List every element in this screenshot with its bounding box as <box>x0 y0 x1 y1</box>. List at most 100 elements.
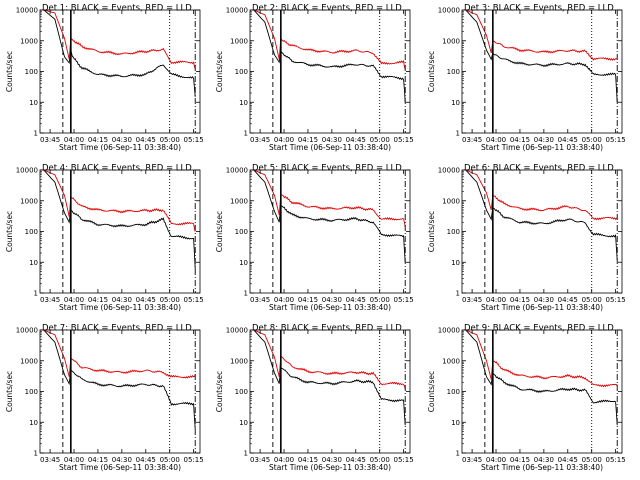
y-tick-label: 100 <box>447 68 460 76</box>
x-tick-label: 05:15 <box>184 296 204 304</box>
x-tick-label: 04:45 <box>136 296 156 304</box>
x-axis-label: Start Time (06-Sep-11 03:38:40) <box>59 303 181 312</box>
x-axis-label: Start Time (06-Sep-11 03:38:40) <box>59 463 181 472</box>
series-line-lld <box>43 329 196 379</box>
chart-panel-7: 1 10 100 1000 10000 03:45 04:00 04:15 04:30 04:45… <box>5 324 204 473</box>
y-tick-label: 100 <box>447 228 460 236</box>
y-tick-label: 1 <box>34 130 38 138</box>
series-line-events <box>253 329 406 426</box>
y-tick-label: 10000 <box>438 167 460 175</box>
x-axis-label: Start Time (06-Sep-11 03:38:40) <box>481 463 603 472</box>
series-line-lld <box>43 9 196 70</box>
x-tick-label: 05:00 <box>160 296 180 304</box>
x-tick-label: 04:15 <box>298 456 318 464</box>
x-tick-label: 05:15 <box>184 136 204 144</box>
y-tick-label: 100 <box>235 388 248 396</box>
x-tick-label: 05:15 <box>606 136 626 144</box>
x-tick-label: 05:00 <box>160 456 180 464</box>
plot-frame <box>39 329 201 454</box>
y-tick-label: 1000 <box>230 37 248 45</box>
x-tick-label: 03:45 <box>250 136 270 144</box>
series-line-events <box>253 169 406 263</box>
x-tick-label: 04:00 <box>486 136 506 144</box>
x-tick-label: 05:00 <box>582 456 602 464</box>
x-tick-label: 03:45 <box>40 296 60 304</box>
panel-title: Det 1: BLACK = Events, RED = LLD <box>42 4 192 14</box>
plot-frame <box>461 329 623 454</box>
series-line-events <box>465 169 618 260</box>
y-tick-label: 1 <box>456 130 460 138</box>
y-tick-label: 100 <box>235 68 248 76</box>
y-tick-label: 10 <box>29 259 38 267</box>
series-line-lld <box>465 9 618 61</box>
x-tick-label: 04:30 <box>534 136 554 144</box>
x-tick-label: 04:00 <box>274 296 294 304</box>
x-tick-label: 05:15 <box>394 296 414 304</box>
y-tick-label: 1000 <box>442 197 460 205</box>
y-tick-label: 10 <box>29 99 38 107</box>
y-tick-label: 1 <box>244 290 248 298</box>
y-axis-label: Counts/sec <box>215 51 224 92</box>
plot-frame <box>249 169 411 294</box>
y-tick-label: 1 <box>34 290 38 298</box>
x-tick-label: 04:45 <box>136 136 156 144</box>
x-axis-label: Start Time (06-Sep-11 03:38:40) <box>269 303 391 312</box>
y-axis-label: Counts/sec <box>5 371 14 412</box>
x-tick-label: 04:30 <box>112 456 132 464</box>
x-tick-label: 05:00 <box>160 136 180 144</box>
chart-panel-2: 1 10 100 1000 10000 03:45 04:00 04:15 04:30 04:45… <box>215 4 414 153</box>
y-tick-label: 10 <box>451 99 460 107</box>
x-tick-label: 05:00 <box>582 296 602 304</box>
series-line-events <box>253 9 406 103</box>
y-tick-label: 10 <box>239 259 248 267</box>
x-tick-label: 04:45 <box>558 456 578 464</box>
y-tick-label: 1000 <box>230 357 248 365</box>
plot-frame <box>249 329 411 454</box>
panel-title: Det 6: BLACK = Events, RED = LLD <box>464 164 614 174</box>
y-tick-label: 1000 <box>442 357 460 365</box>
x-tick-label: 04:15 <box>88 136 108 144</box>
x-tick-label: 04:15 <box>298 136 318 144</box>
x-tick-label: 03:45 <box>462 136 482 144</box>
y-tick-label: 10000 <box>226 7 248 15</box>
series-line-lld <box>253 169 406 228</box>
x-axis-label: Start Time (06-Sep-11 03:38:40) <box>481 303 603 312</box>
x-tick-label: 04:00 <box>64 136 84 144</box>
panel-title: Det 9: BLACK = Events, RED = LLD <box>464 324 614 334</box>
x-tick-label: 05:00 <box>370 136 390 144</box>
x-tick-label: 04:00 <box>486 456 506 464</box>
chart-panel-1: 1 10 100 1000 10000 03:45 04:00 04:15 04:30 04:45… <box>5 4 204 153</box>
x-tick-label: 05:15 <box>394 136 414 144</box>
plot-frame <box>39 169 201 294</box>
y-tick-label: 100 <box>25 228 38 236</box>
y-tick-label: 10 <box>451 419 460 427</box>
y-tick-label: 100 <box>25 68 38 76</box>
x-tick-label: 03:45 <box>462 296 482 304</box>
x-tick-label: 04:30 <box>534 296 554 304</box>
y-tick-label: 1 <box>34 450 38 458</box>
x-tick-label: 04:00 <box>274 456 294 464</box>
x-tick-label: 04:45 <box>136 456 156 464</box>
series-line-events <box>43 329 196 430</box>
chart-panel-5: 1 10 100 1000 10000 03:45 04:00 04:15 04:30 04:45… <box>215 164 414 313</box>
y-tick-label: 10000 <box>226 167 248 175</box>
panel-title: Det 4: BLACK = Events, RED = LLD <box>42 164 192 174</box>
chart-panel-3: 1 10 100 1000 10000 03:45 04:00 04:15 04:30 04:45… <box>427 4 626 153</box>
y-tick-label: 1000 <box>20 197 38 205</box>
x-tick-label: 03:45 <box>40 456 60 464</box>
y-axis-label: Counts/sec <box>215 371 224 412</box>
x-axis-label: Start Time (06-Sep-11 03:38:40) <box>269 143 391 152</box>
x-tick-label: 04:15 <box>510 296 530 304</box>
series-line-lld <box>465 329 618 388</box>
y-tick-label: 10 <box>239 419 248 427</box>
x-tick-label: 04:15 <box>510 136 530 144</box>
chart-panel-9: 1 10 100 1000 10000 03:45 04:00 04:15 04:30 04:45… <box>427 324 626 473</box>
x-tick-label: 05:15 <box>184 456 204 464</box>
x-tick-label: 05:15 <box>606 456 626 464</box>
x-tick-label: 04:45 <box>346 136 366 144</box>
panel-title: Det 8: BLACK = Events, RED = LLD <box>252 324 402 334</box>
x-tick-label: 04:30 <box>112 136 132 144</box>
y-axis-label: Counts/sec <box>215 211 224 252</box>
x-tick-label: 05:00 <box>582 136 602 144</box>
